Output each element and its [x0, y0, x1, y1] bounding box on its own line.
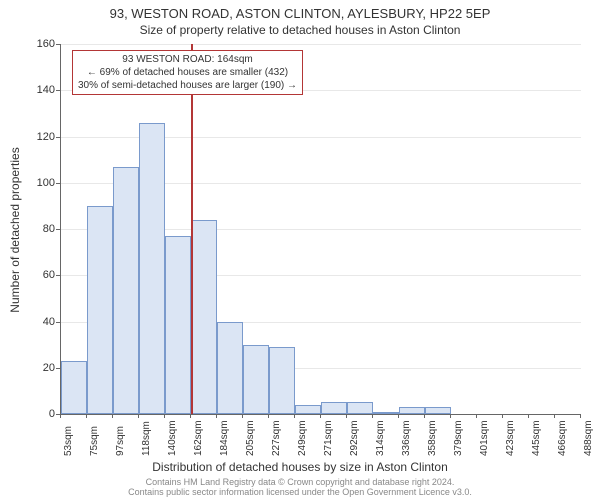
x-tick-label: 445sqm	[531, 420, 542, 456]
histogram-bar	[243, 345, 269, 414]
x-tick-mark	[86, 414, 87, 418]
y-tick-label: 160	[15, 38, 55, 50]
x-tick-label: 205sqm	[245, 420, 256, 456]
x-tick-mark	[60, 414, 61, 418]
x-tick-mark	[190, 414, 191, 418]
y-tick-label: 0	[15, 408, 55, 420]
x-tick-label: 271sqm	[323, 420, 334, 456]
plot-area	[60, 44, 581, 415]
histogram-bar	[321, 402, 347, 414]
y-tick-label: 120	[15, 131, 55, 143]
annotation-box: 93 WESTON ROAD: 164sqm ← 69% of detached…	[72, 50, 303, 95]
x-tick-label: 466sqm	[557, 420, 568, 456]
histogram-bar	[373, 412, 399, 414]
x-tick-mark	[450, 414, 451, 418]
x-tick-mark	[346, 414, 347, 418]
x-tick-label: 358sqm	[427, 420, 438, 456]
x-tick-label: 140sqm	[167, 420, 178, 456]
x-tick-mark	[554, 414, 555, 418]
y-tick-label: 100	[15, 177, 55, 189]
x-tick-mark	[242, 414, 243, 418]
x-tick-label: 97sqm	[115, 426, 126, 456]
annotation-line3: 30% of semi-detached houses are larger (…	[78, 79, 297, 92]
histogram-bar	[87, 206, 113, 414]
histogram-bar	[217, 322, 243, 415]
histogram-chart: 93, WESTON ROAD, ASTON CLINTON, AYLESBUR…	[0, 0, 600, 500]
x-tick-mark	[138, 414, 139, 418]
gridline	[61, 44, 581, 45]
chart-title-sub: Size of property relative to detached ho…	[0, 23, 600, 37]
histogram-bar	[347, 402, 373, 414]
y-tick-label: 80	[15, 223, 55, 235]
x-tick-mark	[268, 414, 269, 418]
x-tick-label: 401sqm	[479, 420, 490, 456]
x-tick-label: 118sqm	[141, 421, 152, 456]
histogram-bar	[425, 407, 451, 414]
histogram-bar	[113, 167, 139, 414]
footer-credits: Contains HM Land Registry data © Crown c…	[0, 478, 600, 498]
x-tick-mark	[112, 414, 113, 418]
x-tick-label: 314sqm	[375, 420, 386, 456]
x-tick-label: 292sqm	[349, 420, 360, 456]
y-tick-label: 140	[15, 84, 55, 96]
x-tick-label: 488sqm	[583, 420, 594, 456]
x-tick-label: 227sqm	[271, 420, 282, 456]
histogram-bar	[295, 405, 321, 414]
histogram-bar	[61, 361, 87, 414]
marker-line	[191, 44, 193, 414]
footer-line2: Contains public sector information licen…	[0, 488, 600, 498]
x-tick-mark	[294, 414, 295, 418]
chart-title-main: 93, WESTON ROAD, ASTON CLINTON, AYLESBUR…	[0, 6, 600, 21]
histogram-bar	[399, 407, 425, 414]
histogram-bar	[139, 123, 165, 414]
x-tick-mark	[502, 414, 503, 418]
histogram-bar	[165, 236, 191, 414]
histogram-bar	[269, 347, 295, 414]
x-tick-mark	[320, 414, 321, 418]
annotation-line1: 93 WESTON ROAD: 164sqm	[78, 53, 297, 66]
x-tick-label: 336sqm	[401, 420, 412, 456]
x-tick-label: 423sqm	[505, 420, 516, 456]
x-tick-label: 379sqm	[453, 420, 464, 456]
x-tick-mark	[528, 414, 529, 418]
x-tick-mark	[580, 414, 581, 418]
y-tick-label: 40	[15, 316, 55, 328]
x-tick-label: 53sqm	[63, 426, 74, 456]
x-tick-mark	[372, 414, 373, 418]
x-tick-label: 249sqm	[297, 420, 308, 456]
histogram-bar	[191, 220, 217, 414]
x-tick-mark	[398, 414, 399, 418]
y-tick-label: 60	[15, 269, 55, 281]
x-axis-label: Distribution of detached houses by size …	[0, 460, 600, 474]
x-tick-mark	[424, 414, 425, 418]
x-tick-mark	[216, 414, 217, 418]
x-tick-mark	[476, 414, 477, 418]
x-tick-mark	[164, 414, 165, 418]
x-tick-label: 162sqm	[193, 420, 204, 456]
x-tick-label: 184sqm	[219, 420, 230, 456]
y-tick-label: 20	[15, 362, 55, 374]
x-tick-label: 75sqm	[89, 426, 100, 456]
annotation-line2: ← 69% of detached houses are smaller (43…	[78, 66, 297, 79]
